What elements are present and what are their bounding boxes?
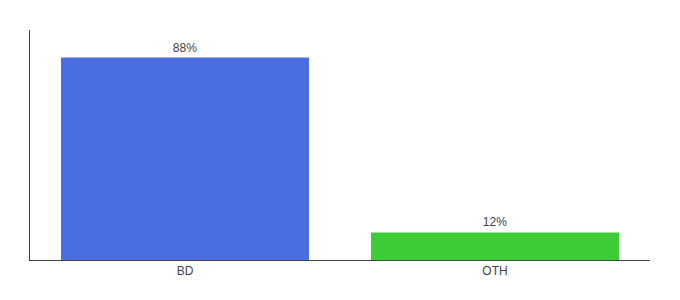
svg-text:OTH: OTH xyxy=(482,264,507,278)
svg-text:88%: 88% xyxy=(173,41,197,55)
svg-text:12%: 12% xyxy=(483,215,507,229)
svg-text:BD: BD xyxy=(177,264,194,278)
